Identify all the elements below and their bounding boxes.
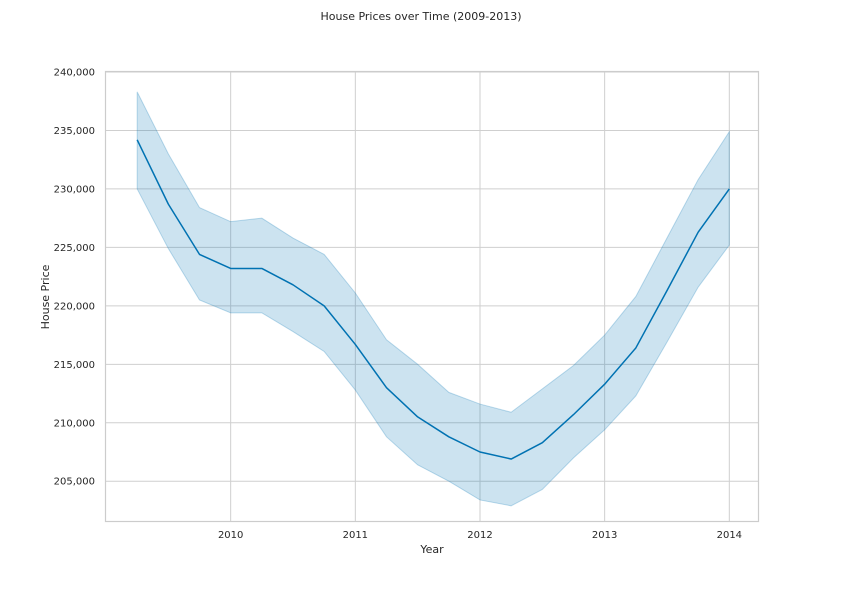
y-tick-label: 235,000 (54, 126, 95, 137)
y-tick-label: 210,000 (54, 418, 95, 429)
y-axis-label: House Price (39, 264, 52, 329)
series-line-layer (136, 139, 730, 460)
confidence-band-layer (136, 91, 730, 507)
x-axis-label: Year (419, 543, 444, 556)
y-tick-label: 205,000 (54, 477, 95, 488)
series-line (136, 139, 730, 460)
y-axis-ticks: 205,000 210,000 215,000 220,000 225,000 230,0… (54, 68, 95, 488)
chart-title: House Prices over Time (2009-2013) (320, 10, 521, 23)
y-tick-label: 220,000 (54, 301, 95, 312)
y-tick-label: 230,000 (54, 184, 95, 195)
plot-frame (104, 70, 760, 523)
x-tick-label: 2010 (218, 530, 243, 541)
y-tick-label: 225,000 (54, 243, 95, 254)
x-tick-label: 2012 (467, 530, 492, 541)
x-tick-label: 2013 (592, 530, 617, 541)
y-tick-label: 240,000 (54, 68, 95, 79)
x-axis-ticks: 2010 2011 2012 2013 2014 (218, 530, 742, 541)
confidence-band (136, 91, 730, 507)
x-tick-label: 2014 (717, 530, 742, 541)
x-tick-label: 2011 (343, 530, 368, 541)
y-tick-label: 215,000 (54, 360, 95, 371)
